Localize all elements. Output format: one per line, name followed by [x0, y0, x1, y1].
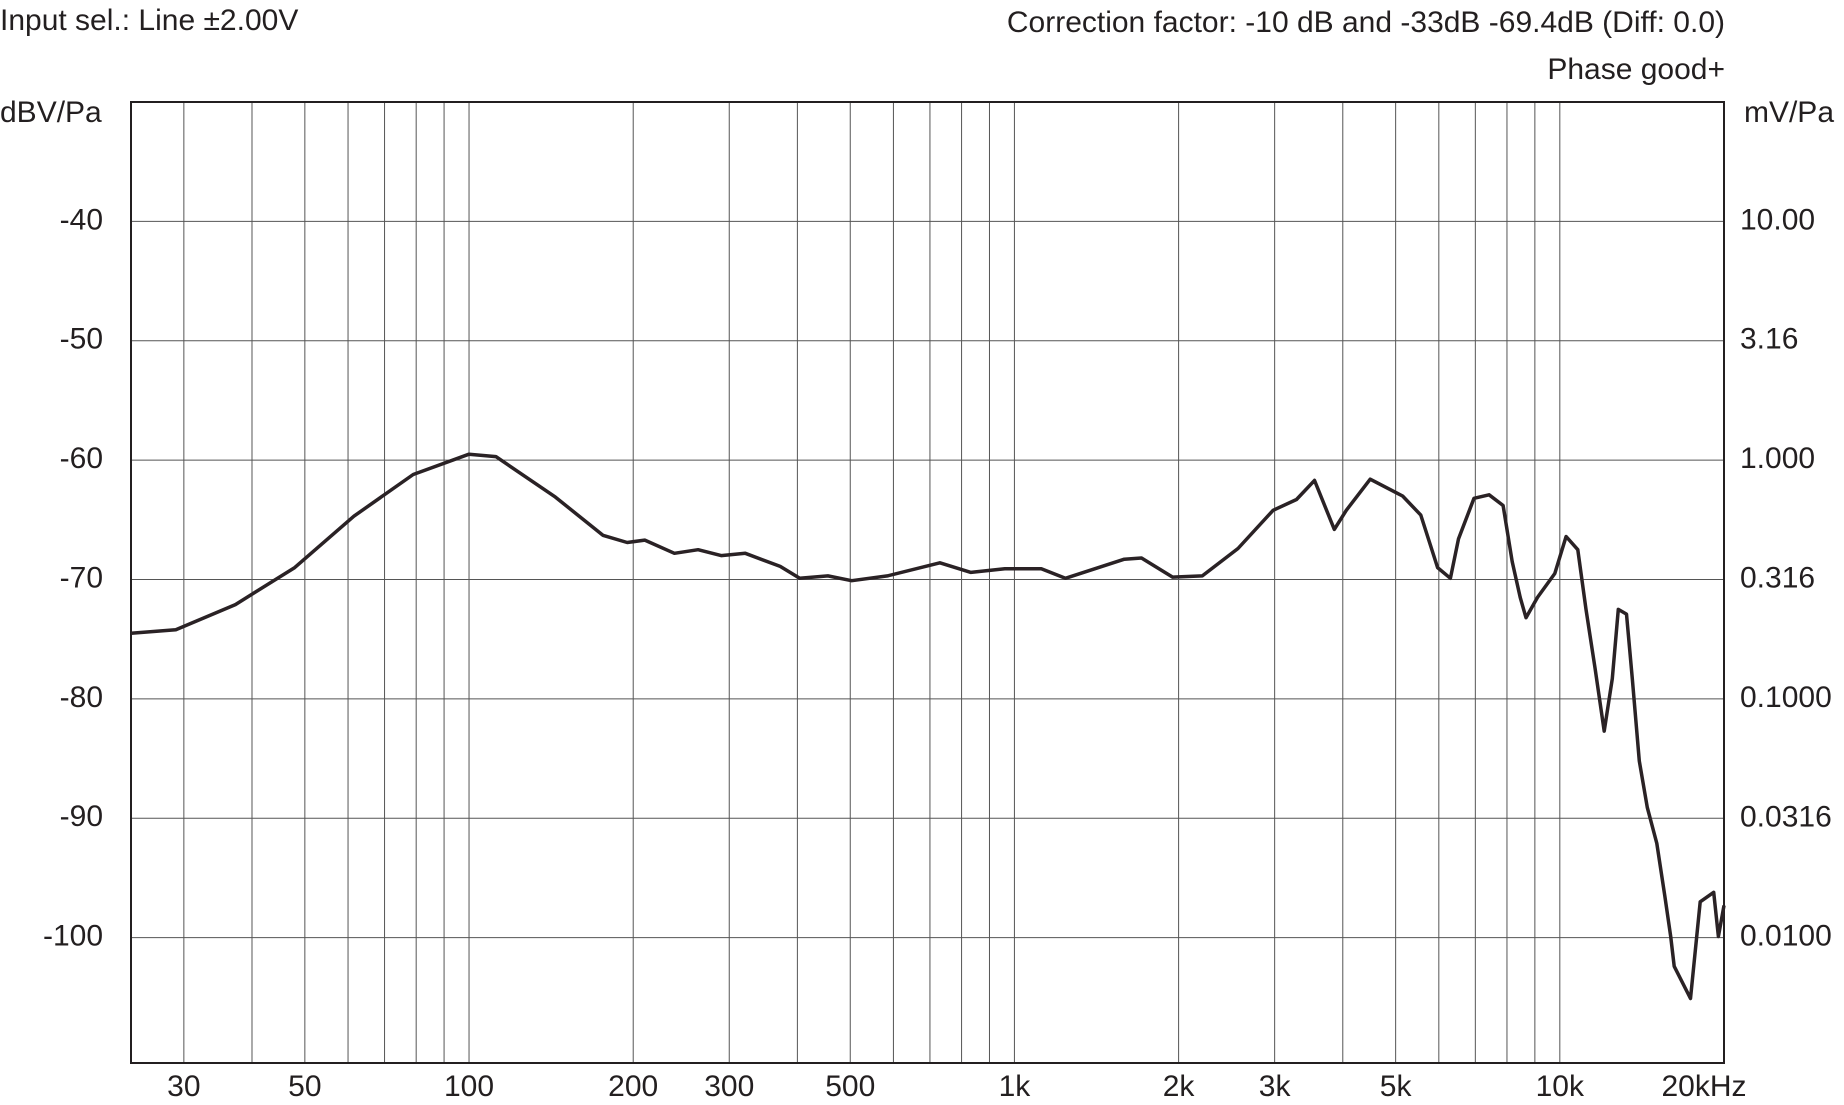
response-curve: [130, 452, 1726, 1001]
y2-axis-label: mV/Pa: [1744, 96, 1834, 129]
y-tick-label: -70: [60, 561, 103, 594]
header-right: Correction factor: -10 dB and -33dB -69.…: [1007, 6, 1725, 39]
header-right2: Phase good+: [1547, 53, 1725, 86]
x-tick-label: 5k: [1380, 1070, 1413, 1103]
x-tick-label: 50: [288, 1070, 321, 1103]
y-tick-label: -60: [60, 442, 103, 475]
y2-tick-label: 1.000: [1740, 442, 1815, 475]
y2-tick-label: 0.0316: [1740, 800, 1832, 833]
x-tick-label: 300: [704, 1070, 754, 1103]
x-tick-label: 200: [608, 1070, 658, 1103]
y2-tick-label: 0.1000: [1740, 681, 1832, 714]
y2-tick-label: 0.0100: [1740, 920, 1832, 953]
x-tick-label: 10k: [1536, 1070, 1585, 1103]
y-tick-label: -40: [60, 203, 103, 236]
y2-tick-label: 10.00: [1740, 203, 1815, 236]
x-tick-label: 30: [167, 1070, 200, 1103]
y2-tick-label: 3.16: [1740, 323, 1798, 356]
y-axis-label: dBV/Pa: [0, 96, 102, 129]
y2-tick-label: 0.316: [1740, 562, 1815, 595]
x-tick-label: 100: [444, 1070, 494, 1103]
x-tick-label: 2k: [1163, 1070, 1196, 1103]
y-tick-label: -90: [60, 800, 103, 833]
x-tick-label: 3k: [1259, 1070, 1292, 1103]
y-tick-label: -100: [43, 920, 103, 953]
y-tick-label: -50: [60, 323, 103, 356]
x-tick-label: 20kHz: [1661, 1070, 1746, 1103]
x-tick-label: 1k: [999, 1070, 1032, 1103]
header-left: Input sel.: Line ±2.00V: [0, 4, 298, 37]
plot-frame: [130, 101, 1725, 1064]
y-tick-label: -80: [60, 681, 103, 714]
x-tick-label: 500: [825, 1070, 875, 1103]
